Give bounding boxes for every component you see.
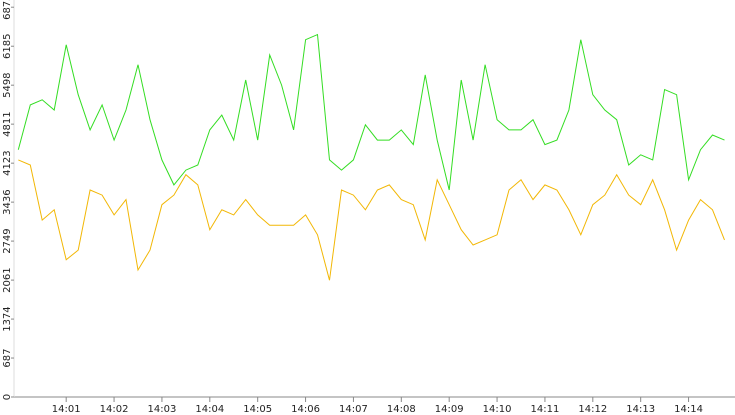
y-tick-label: 687: [2, 348, 13, 367]
y-tick-label: 6185: [2, 33, 13, 58]
x-tick-label: 14:04: [195, 404, 224, 415]
x-tick-label: 14:02: [100, 404, 129, 415]
y-tick-label: 2061: [2, 267, 13, 292]
x-tick-label: 14:08: [387, 404, 416, 415]
x-tick-label: 14:11: [531, 404, 560, 415]
x-tick-label: 14:14: [674, 404, 703, 415]
x-tick-label: 14:09: [435, 404, 464, 415]
x-tick-label: 14:12: [578, 404, 607, 415]
x-tick-label: 14:01: [52, 404, 81, 415]
x-tick-label: 14:05: [243, 404, 272, 415]
x-tick-label: 14:10: [483, 404, 512, 415]
x-tick-label: 14:06: [291, 404, 320, 415]
y-tick-label: 6873: [2, 0, 13, 20]
y-tick-label: 3436: [2, 189, 13, 214]
y-tick-label: 4123: [2, 150, 13, 175]
x-tick-label: 14:07: [339, 404, 368, 415]
y-tick-label: 2749: [2, 228, 13, 253]
y-tick-label: 0: [2, 394, 13, 400]
x-tick-label: 14:13: [626, 404, 655, 415]
series-line: [17, 33, 725, 191]
y-tick-label: 4811: [2, 111, 13, 136]
x-tick-label: 14:03: [148, 404, 177, 415]
y-tick-label: 5498: [2, 72, 13, 97]
y-tick-label: 1374: [2, 306, 13, 331]
series-line: [18, 159, 725, 281]
